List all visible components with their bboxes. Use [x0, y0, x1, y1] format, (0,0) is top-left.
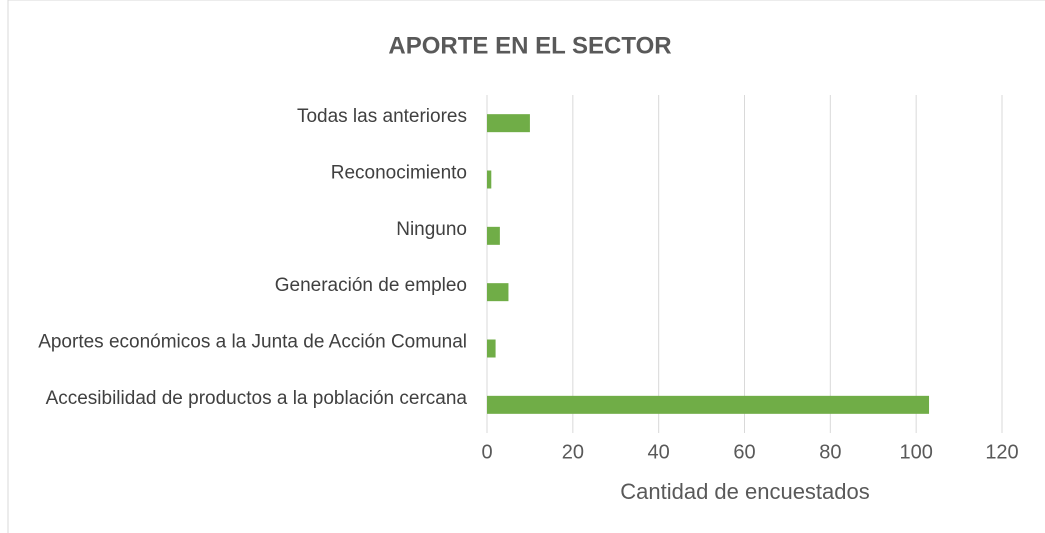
bar: [487, 283, 509, 302]
y-tick-label: Aportes económicos a la Junta de Acción …: [38, 332, 467, 353]
y-tick-label: Ninguno: [396, 219, 467, 240]
x-tick-label: 20: [562, 441, 584, 463]
bar: [487, 395, 930, 414]
x-tick-label: 80: [819, 441, 841, 463]
y-tick-label: Todas las anteriores: [297, 106, 467, 127]
x-tick-label: 100: [899, 441, 932, 463]
bar: [487, 339, 496, 358]
bar: [487, 114, 530, 133]
x-tick-label: 60: [733, 441, 755, 463]
bar: [487, 170, 492, 189]
y-tick-label: Accesibilidad de productos a la població…: [46, 388, 468, 409]
x-tick-label: 0: [481, 441, 492, 463]
x-tick-label: 40: [648, 441, 670, 463]
x-axis-label: Cantidad de encuestados: [620, 479, 870, 504]
y-tick-label: Reconocimiento: [331, 163, 467, 184]
x-tick-label: 120: [985, 441, 1018, 463]
chart-frame: [7, 0, 1045, 533]
chart-title: APORTE EN EL SECTOR: [388, 32, 671, 59]
bar: [487, 226, 500, 245]
y-tick-label: Generación de empleo: [275, 275, 467, 296]
